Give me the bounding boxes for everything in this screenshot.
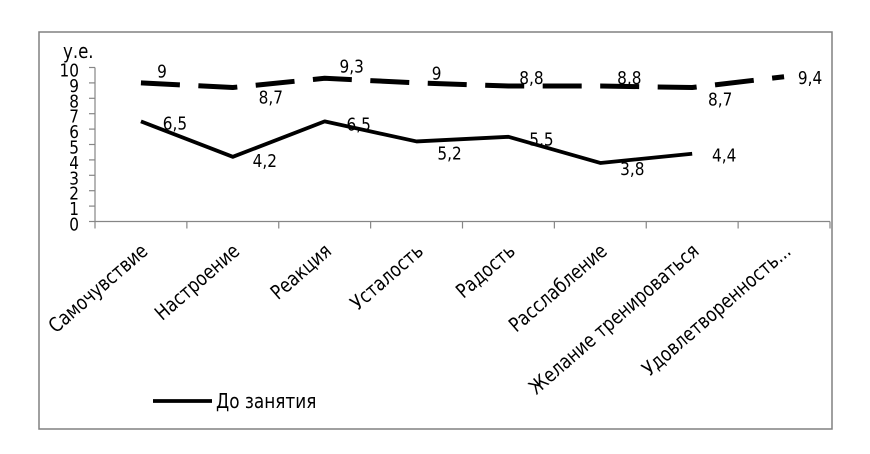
y-tick-label-text: 3 xyxy=(69,167,79,189)
data-label: 4,4 xyxy=(712,144,736,166)
data-label-text: 6,5 xyxy=(163,112,187,134)
data-label: 4,2 xyxy=(253,150,277,172)
y-tick-label: 8 xyxy=(69,90,79,112)
data-label: 6,5 xyxy=(347,113,371,135)
y-tick-label-text: 1 xyxy=(69,198,79,220)
y-tick-label: 10 xyxy=(60,59,79,81)
y-tick-label-text: 9 xyxy=(69,75,79,97)
chart-border xyxy=(38,31,833,430)
data-label-text: 3,8 xyxy=(620,158,644,180)
y-tick-label-text: 5 xyxy=(69,136,79,158)
data-label-text: 4,4 xyxy=(712,144,736,166)
legend-label: До занятия xyxy=(216,391,316,414)
data-label-text: 6,5 xyxy=(347,113,371,135)
y-tick-label: 4 xyxy=(69,152,79,174)
data-label: 5,2 xyxy=(437,142,461,164)
data-label: 5,5 xyxy=(529,128,553,150)
data-label-text: 8,8 xyxy=(519,67,543,89)
data-label-text: 5,2 xyxy=(437,142,461,164)
data-label: 9,3 xyxy=(340,55,364,77)
data-label-text: 8,7 xyxy=(259,86,283,108)
y-tick-label-text: 2 xyxy=(69,182,79,204)
data-label-text: 4,2 xyxy=(253,150,277,172)
data-label: 9 xyxy=(157,60,167,82)
data-label: 9 xyxy=(432,62,442,84)
y-tick-label: 5 xyxy=(69,136,79,158)
data-label: 8,7 xyxy=(259,86,283,108)
y-tick-label-text: 8 xyxy=(69,90,79,112)
y-tick-label-text: 0 xyxy=(69,213,79,235)
data-label: 9,4 xyxy=(798,67,822,89)
data-label: 8,7 xyxy=(708,88,732,110)
y-axis-title-text: у.е. xyxy=(63,41,94,64)
y-axis-title: у.е. xyxy=(63,41,94,64)
data-label: 8,8 xyxy=(617,67,641,89)
y-tick-label: 2 xyxy=(69,182,79,204)
legend-label-text: До занятия xyxy=(216,391,316,414)
y-tick-label: 1 xyxy=(69,198,79,220)
y-tick-label: 0 xyxy=(69,213,79,235)
data-label-text: 8,7 xyxy=(708,88,732,110)
y-tick-label-text: 6 xyxy=(69,121,79,143)
y-tick-label-text: 7 xyxy=(69,105,79,127)
data-label-text: 9 xyxy=(432,62,442,84)
data-label: 6,5 xyxy=(163,112,187,134)
y-tick-label-text: 10 xyxy=(60,59,79,81)
data-label: 8,8 xyxy=(519,67,543,89)
data-label-text: 8,8 xyxy=(617,67,641,89)
data-label: 3,8 xyxy=(620,158,644,180)
y-tick-label: 9 xyxy=(69,75,79,97)
data-label-text: 5,5 xyxy=(529,128,553,150)
data-label-text: 9 xyxy=(157,60,167,82)
series-line-2 xyxy=(140,74,785,91)
data-label-text: 9,3 xyxy=(340,55,364,77)
y-tick-label: 3 xyxy=(69,167,79,189)
y-tick-label-text: 4 xyxy=(69,152,79,174)
y-tick-label: 6 xyxy=(69,121,79,143)
y-tick-label: 7 xyxy=(69,105,79,127)
data-label-text: 9,4 xyxy=(798,67,822,89)
series-line-1 xyxy=(140,119,693,165)
